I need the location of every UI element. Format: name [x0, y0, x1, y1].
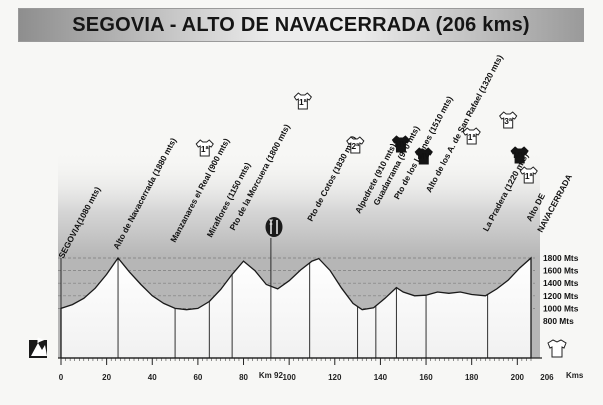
x-axis-unit: Kms: [566, 371, 584, 380]
category-label: 1ª: [468, 132, 477, 142]
feed-zone-icon: [265, 217, 283, 237]
category-jersey-icon: [462, 127, 481, 145]
category-jersey-icon: [519, 166, 538, 184]
category-jersey-icon: [499, 111, 518, 129]
x-tick-label: 20: [102, 373, 111, 382]
x-tick-label: 80: [239, 373, 248, 382]
sprint-jersey-icon: [391, 135, 411, 153]
sky-gradient: [58, 150, 540, 260]
x-tick-label: 140: [374, 373, 388, 382]
sprint-label: MV: [395, 139, 408, 149]
x-tick-label: 200: [511, 373, 525, 382]
title-banner: SEGOVIA - ALTO DE NAVACERRADA (206 kms): [18, 8, 584, 42]
x-tick-label: 160: [419, 373, 433, 382]
x-tick-label: 0: [59, 373, 64, 382]
category-label: 1ª: [299, 97, 308, 107]
y-tick-label: 800 Mts: [543, 316, 574, 326]
flag-icon: [29, 337, 47, 358]
x-tick-label: 60: [193, 373, 202, 382]
sprint-jersey-icon: [510, 146, 529, 164]
category-jersey-icon: [293, 92, 312, 110]
category-label: 1ª: [525, 171, 534, 181]
sprint-label: MV: [417, 151, 430, 161]
elevation-profile: [60, 256, 532, 359]
jersey-icon: [547, 339, 567, 358]
category-jersey-icon: [195, 139, 214, 157]
category-label: 2ª: [351, 141, 360, 151]
page-title: SEGOVIA - ALTO DE NAVACERRADA (206 kms): [72, 13, 530, 36]
x-tick-label: 206: [540, 373, 554, 382]
category-label: 1ª: [201, 144, 210, 154]
x-tick-label: 180: [465, 373, 479, 382]
sprint-jersey-icon: [414, 147, 433, 165]
y-tick-label: 1200 Mts: [543, 291, 579, 301]
x-tick-label: 120: [328, 373, 342, 382]
y-tick-label: 1000 Mts: [543, 303, 579, 313]
climb-badges: 1ª 1ª 2ª 1ª 3ª 1ª MV MV MV: [195, 92, 538, 184]
feed-zone-label: Km 92: [259, 371, 284, 380]
sprint-label: MV: [513, 150, 526, 160]
x-tick-label: 100: [282, 373, 296, 382]
category-jersey-icon: [346, 136, 365, 154]
y-axis-labels: 1800 Mts 1600 Mts 1400 Mts 1200 Mts 1000 Mts…: [543, 253, 579, 326]
x-axis-labels: 0 20 40 60 80 100 120 140 160 180 200 206 Km 92: [59, 371, 554, 382]
y-tick-label: 1800 Mts: [543, 253, 579, 263]
y-tick-label: 1600 Mts: [543, 266, 579, 276]
x-tick-label: 40: [148, 373, 157, 382]
category-label: 3ª: [504, 116, 513, 126]
x-axis-ticks: [60, 358, 532, 365]
y-tick-label: 1400 Mts: [543, 278, 579, 288]
